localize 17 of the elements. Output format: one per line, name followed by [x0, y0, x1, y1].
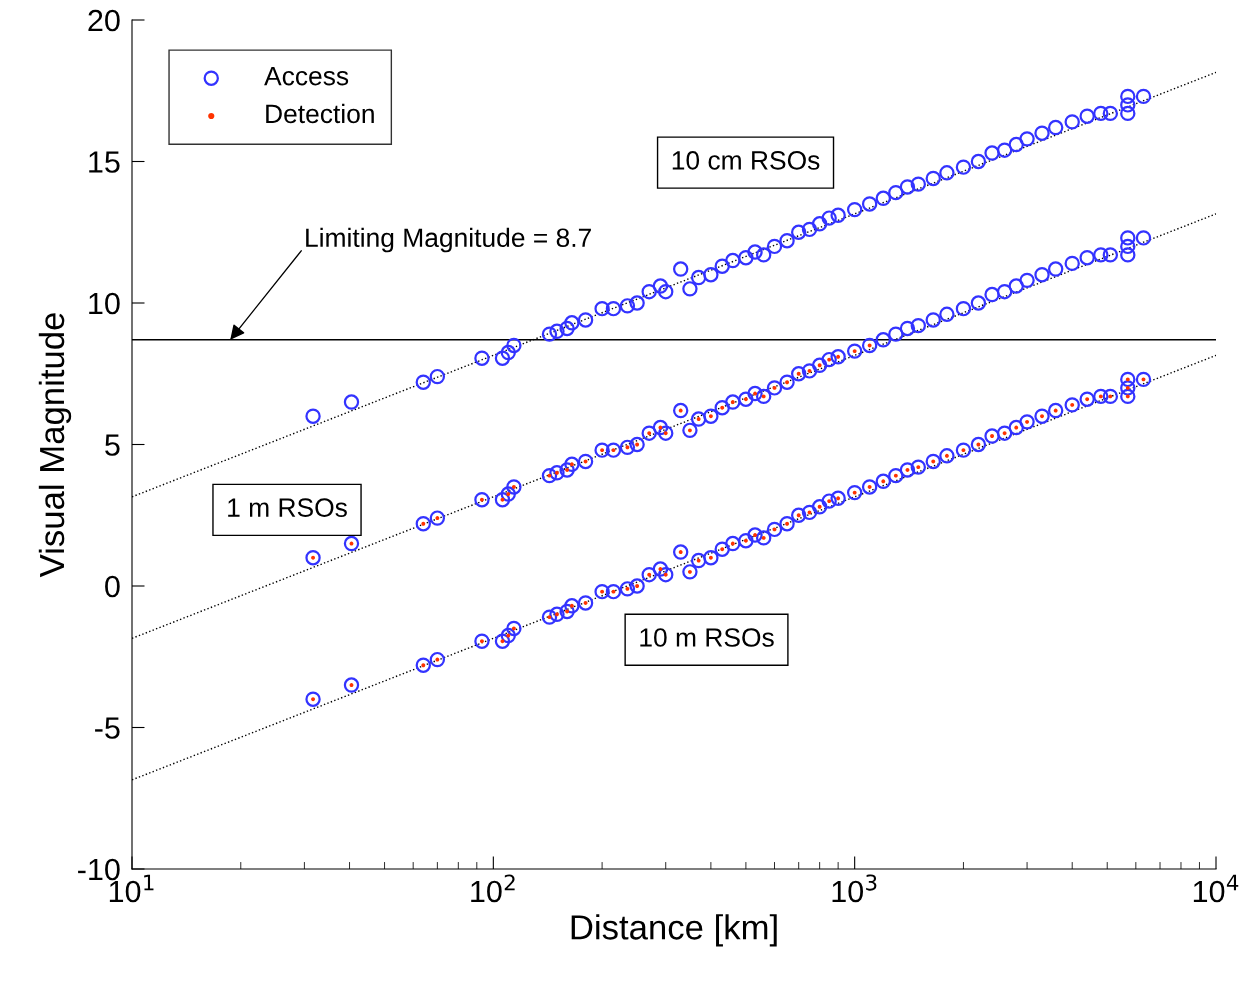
y-tick-label: 0	[105, 575, 120, 598]
y-tick-label: -5	[95, 717, 120, 739]
legend-label: Access	[264, 66, 349, 86]
x-tick-label: 10$^{3}$	[832, 874, 877, 903]
annotation: Limiting Magnitude = 8.7	[306, 227, 591, 253]
annotation: 10 m RSOs	[640, 628, 774, 647]
annotation: 10 cm RSOs	[672, 151, 820, 170]
y-tick-label: 5	[105, 434, 120, 456]
y-tick-label: 15	[89, 151, 120, 173]
legend-label: Detection	[266, 103, 374, 124]
annotation: 1 m RSOs	[228, 498, 347, 517]
y-tick-label: 20	[88, 9, 120, 32]
y-tick-label: 10	[89, 292, 120, 315]
x-axis-title: Distance [km]	[571, 914, 777, 947]
y-axis-title: Visual Magnitude	[38, 313, 72, 578]
x-tick-label: 10$^{2}$	[471, 874, 515, 903]
x-tick-label: 10$^{4}$	[1193, 874, 1239, 903]
